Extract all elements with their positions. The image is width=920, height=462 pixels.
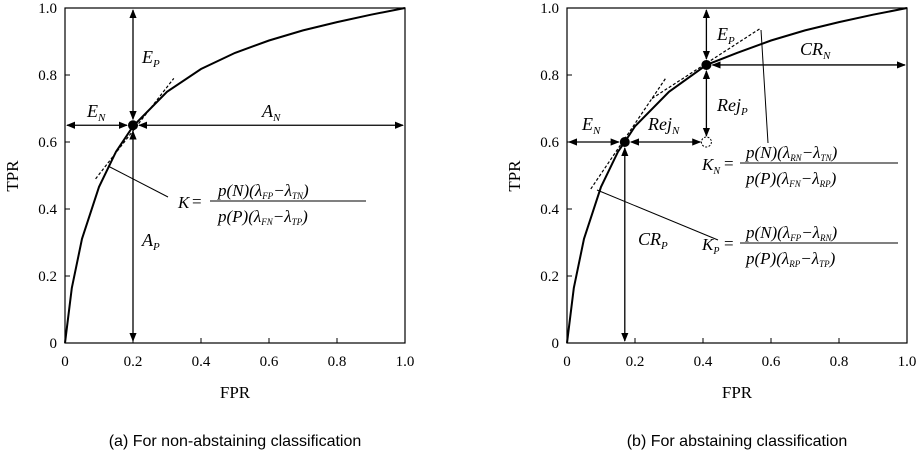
label-E-P-a: EP: [141, 47, 160, 70]
label-A-P-a: AP: [141, 230, 160, 253]
formula-a: K = p(N)(λFP−λTN) p(P)(λFN−λTP): [177, 181, 366, 227]
svg-text:p(P)(λFN−λRP): p(P)(λFN−λRP): [745, 169, 837, 189]
svg-text:p(P)(λRP−λTP): p(P)(λRP−λTP): [745, 249, 836, 269]
y-tick-label-a-3: 0.6: [38, 135, 57, 151]
x-tick-label-a-2: 0.4: [192, 354, 211, 370]
svg-text:K: K: [177, 193, 191, 212]
reference-point-dashed-b: [700, 136, 712, 148]
x-tick-label-b-5: 1.0: [898, 354, 917, 370]
y-tick-label-b-3: 0.6: [540, 135, 559, 151]
tangent-line-a: [95, 77, 175, 180]
formula-leader-P-b: [596, 189, 719, 241]
x-tick-label-a-0: 0: [61, 354, 69, 370]
y-tick-label-b-5: 1.0: [540, 1, 559, 17]
y-tick-label-a-4: 0.8: [38, 68, 57, 84]
tangent-line-lower-b: [590, 78, 667, 190]
panel-a: 0 0.2 0.4 0.6 0.8 1.0 0 0.2 0.4 0.6 0.8 1.0 FPR TPR…: [3, 1, 414, 450]
x-axis-label-a: FPR: [220, 383, 251, 402]
svg-text:p(P)(λFN−λTP): p(P)(λFN−λTP): [217, 207, 308, 227]
svg-text:p(N)(λRN−λTN): p(N)(λRN−λTN): [745, 143, 838, 163]
y-tick-label-b-4: 0.8: [540, 68, 559, 84]
formula-leader-a: [107, 165, 169, 198]
plot-frame-b: [566, 7, 908, 344]
y-tick-label-b-0: 0: [552, 336, 560, 352]
formula-leader-N-b: [760, 29, 769, 144]
ticks-b: 0 0.2 0.4 0.6 0.8 1.0 0 0.2 0.4 0.6 0.8 1.0: [540, 1, 916, 370]
x-tick-label-b-3: 0.6: [762, 354, 781, 370]
svg-text:=: =: [724, 234, 734, 253]
label-Rej-N-b: RejN: [647, 114, 680, 137]
label-CR-N-b: CRN: [800, 39, 831, 62]
svg-text:p(N)(λFP−λTN): p(N)(λFP−λTN): [217, 181, 309, 201]
ticks-a: 0 0.2 0.4 0.6 0.8 1.0 0 0.2 0.4 0.6 0.8 1.0: [38, 1, 414, 370]
operating-point-upper-b: [701, 59, 712, 70]
roc-curve-b: [566, 7, 908, 344]
svg-text:KN: KN: [701, 155, 721, 177]
y-tick-label-b-1: 0.2: [540, 269, 559, 285]
svg-text:KP: KP: [701, 235, 719, 257]
tangent-line-upper-b: [651, 27, 762, 99]
y-tick-label-b-2: 0.4: [540, 202, 559, 218]
x-tick-label-a-4: 0.8: [328, 354, 347, 370]
label-Rej-P-b: RejP: [716, 95, 748, 118]
operating-point-lower-b: [619, 137, 630, 147]
y-tick-label-a-0: 0: [50, 336, 58, 352]
label-E-N-b: EN: [581, 114, 601, 137]
roc-curve-a: [64, 7, 406, 344]
y-tick-label-a-5: 1.0: [38, 1, 57, 17]
label-CR-P-b: CRP: [638, 229, 668, 252]
label-E-N-a: EN: [86, 101, 106, 124]
x-axis-label-b: FPR: [722, 383, 753, 402]
y-axis-label-b: TPR: [505, 160, 524, 192]
label-A-N-a: AN: [261, 101, 281, 124]
x-tick-label-a-5: 1.0: [396, 354, 415, 370]
caption-a: (a) For non-abstaining classification: [109, 433, 362, 450]
x-tick-label-b-0: 0: [563, 354, 571, 370]
svg-text:p(N)(λFP−λRN): p(N)(λFP−λRN): [745, 223, 838, 243]
y-tick-label-a-1: 0.2: [38, 269, 57, 285]
label-E-P-b: EP: [716, 24, 735, 47]
x-tick-label-b-1: 0.2: [626, 354, 645, 370]
x-tick-label-b-4: 0.8: [830, 354, 849, 370]
y-tick-label-a-2: 0.4: [38, 202, 57, 218]
x-tick-label-a-1: 0.2: [124, 354, 143, 370]
plot-frame-a: [64, 7, 406, 344]
operating-point-a: [128, 120, 138, 131]
formula-N-b: KN = p(N)(λRN−λTN) p(P)(λFN−λRP): [701, 143, 898, 189]
panel-b: 0 0.2 0.4 0.6 0.8 1.0 0 0.2 0.4 0.6 0.8 1.0 FPR TPR…: [505, 1, 916, 450]
svg-text:=: =: [724, 154, 734, 173]
caption-b: (b) For abstaining classification: [627, 433, 848, 450]
svg-text:=: =: [192, 192, 202, 211]
x-tick-label-b-2: 0.4: [694, 354, 713, 370]
x-tick-label-a-3: 0.6: [260, 354, 279, 370]
y-axis-label-a: TPR: [3, 160, 22, 192]
formula-P-b: KP = p(N)(λFP−λRN) p(P)(λRP−λTP): [701, 223, 898, 269]
